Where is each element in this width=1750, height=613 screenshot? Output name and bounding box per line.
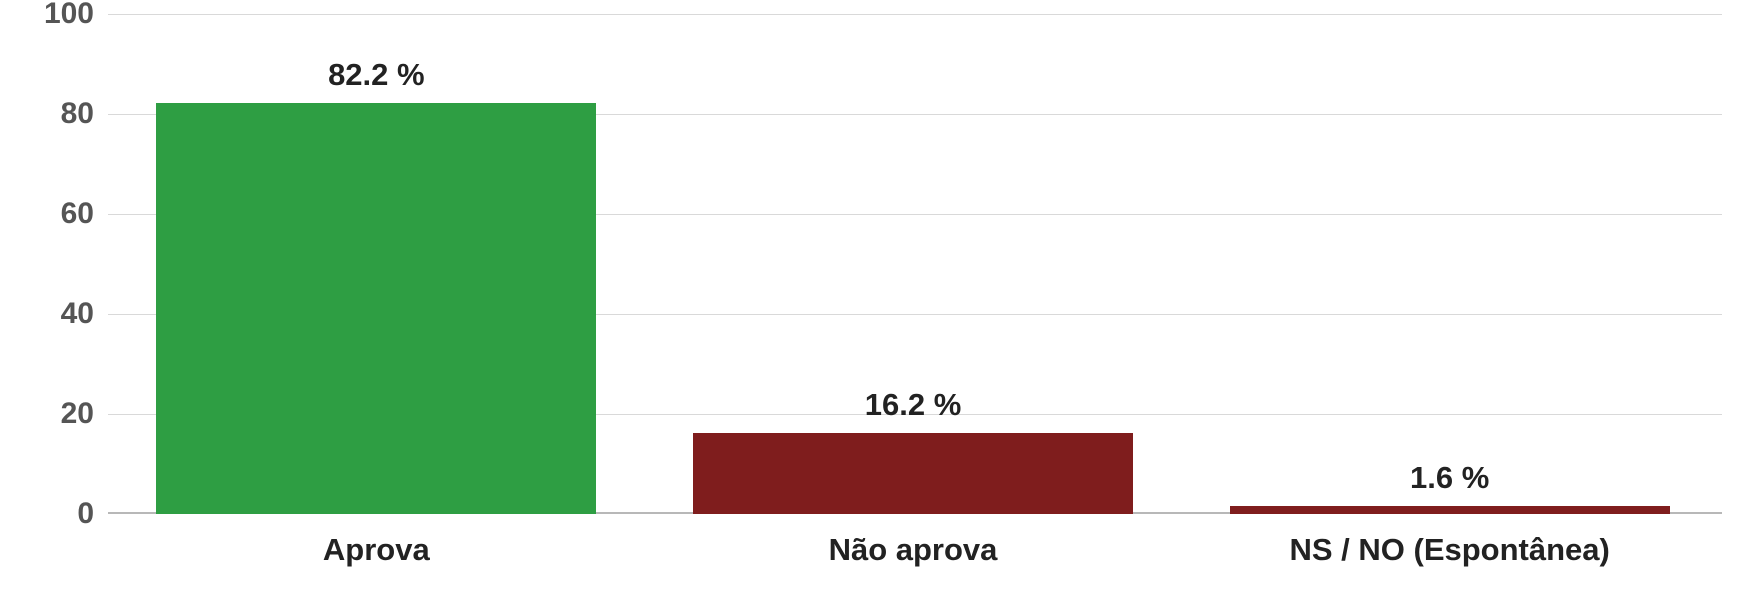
bar-value-label: 16.2 % (865, 387, 962, 423)
y-tick-80: 80 (24, 97, 104, 131)
x-axis-labels: Aprova Não aprova NS / NO (Espontânea) (108, 524, 1718, 568)
y-tick-0: 0 (24, 497, 104, 531)
bar-slot: 16.2 % (645, 14, 1182, 514)
bar-ns-no: 1.6 % (1230, 506, 1670, 514)
bars-group: 82.2 % 16.2 % 1.6 % (108, 14, 1718, 514)
bar-slot: 82.2 % (108, 14, 645, 514)
bar-value-label: 82.2 % (328, 57, 425, 93)
bar-slot: 1.6 % (1181, 14, 1718, 514)
bar-aprova: 82.2 % (156, 103, 596, 514)
bar-nao-aprova: 16.2 % (693, 433, 1133, 514)
y-tick-20: 20 (24, 397, 104, 431)
x-label: Não aprova (645, 524, 1182, 568)
y-tick-100: 100 (24, 0, 104, 31)
approval-bar-chart: 0 20 40 60 80 100 82.2 % 16.2 % 1.6 % Ap… (24, 10, 1734, 600)
bar-value-label: 1.6 % (1410, 460, 1489, 496)
y-tick-40: 40 (24, 297, 104, 331)
y-tick-60: 60 (24, 197, 104, 231)
x-label: Aprova (108, 524, 645, 568)
x-label: NS / NO (Espontânea) (1181, 524, 1718, 568)
